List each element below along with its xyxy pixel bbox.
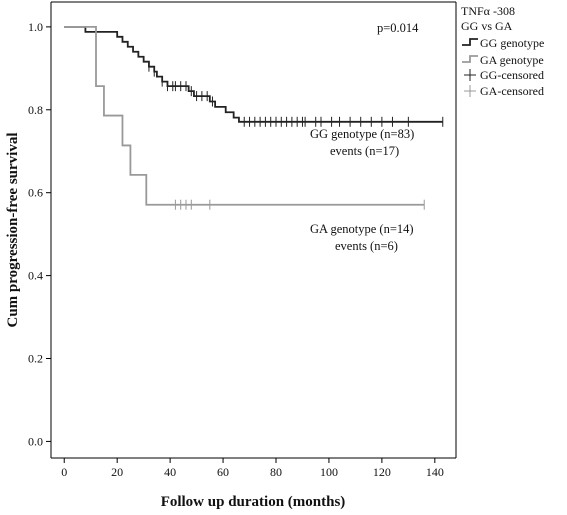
p-value-label: p=0.014	[377, 21, 419, 35]
x-tick-label: 120	[373, 465, 391, 479]
legend-gg-step-symbol	[462, 38, 478, 46]
ga-annotation-line2: events (n=6)	[335, 239, 398, 253]
legend-gg-censored-label: GG-censored	[480, 68, 544, 82]
x-tick-label: 80	[270, 465, 282, 479]
legend-gg-label: GG genotype	[480, 36, 544, 50]
x-tick-label: 40	[164, 465, 176, 479]
legend-ga-label: GA genotype	[480, 53, 544, 67]
legend-ga-censored-label: GA-censored	[480, 84, 544, 98]
legend-item-gg-censored: GG-censored	[464, 68, 544, 82]
y-tick-label: 0.0	[28, 434, 43, 448]
y-tick-label: 1.0	[28, 20, 43, 34]
legend-item-gg: GG genotype	[462, 36, 544, 50]
gg-annotation-line1: GG genotype (n=83)	[310, 127, 414, 141]
ga-annotation-line1: GA genotype (n=14)	[310, 222, 414, 236]
x-axis-title: Follow up duration (months)	[161, 494, 346, 510]
y-tick-label: 0.2	[28, 352, 43, 366]
y-axis-title: Cum progression-free survival	[5, 133, 21, 328]
y-tick-label: 0.4	[28, 269, 43, 283]
ga-survival-line	[64, 25, 425, 206]
legend-item-ga: GA genotype	[462, 53, 544, 67]
gg-survival-line	[64, 25, 443, 123]
legend-item-ga-censored: GA-censored	[464, 84, 544, 98]
y-tick-label: 0.6	[28, 186, 43, 200]
gg-annotation-line2: events (n=17)	[330, 144, 399, 158]
legend: TNFα -308 GG vs GA GG genotype GA genoty…	[461, 4, 544, 98]
y-tick-label: 0.8	[28, 103, 43, 117]
legend-ga-step-symbol	[462, 55, 478, 63]
x-ticks: 0 20 40 60 80 100 120 140	[61, 458, 444, 479]
legend-title-line2: GG vs GA	[461, 19, 513, 33]
x-tick-label: 20	[111, 465, 123, 479]
x-tick-label: 0	[61, 465, 67, 479]
x-tick-label: 100	[320, 465, 338, 479]
x-tick-label: 140	[426, 465, 444, 479]
series-layer	[64, 25, 444, 210]
y-ticks: 0.0 0.2 0.4 0.6 0.8 1.0	[28, 20, 51, 448]
legend-title-line1: TNFα -308	[461, 4, 515, 18]
x-tick-label: 60	[217, 465, 229, 479]
